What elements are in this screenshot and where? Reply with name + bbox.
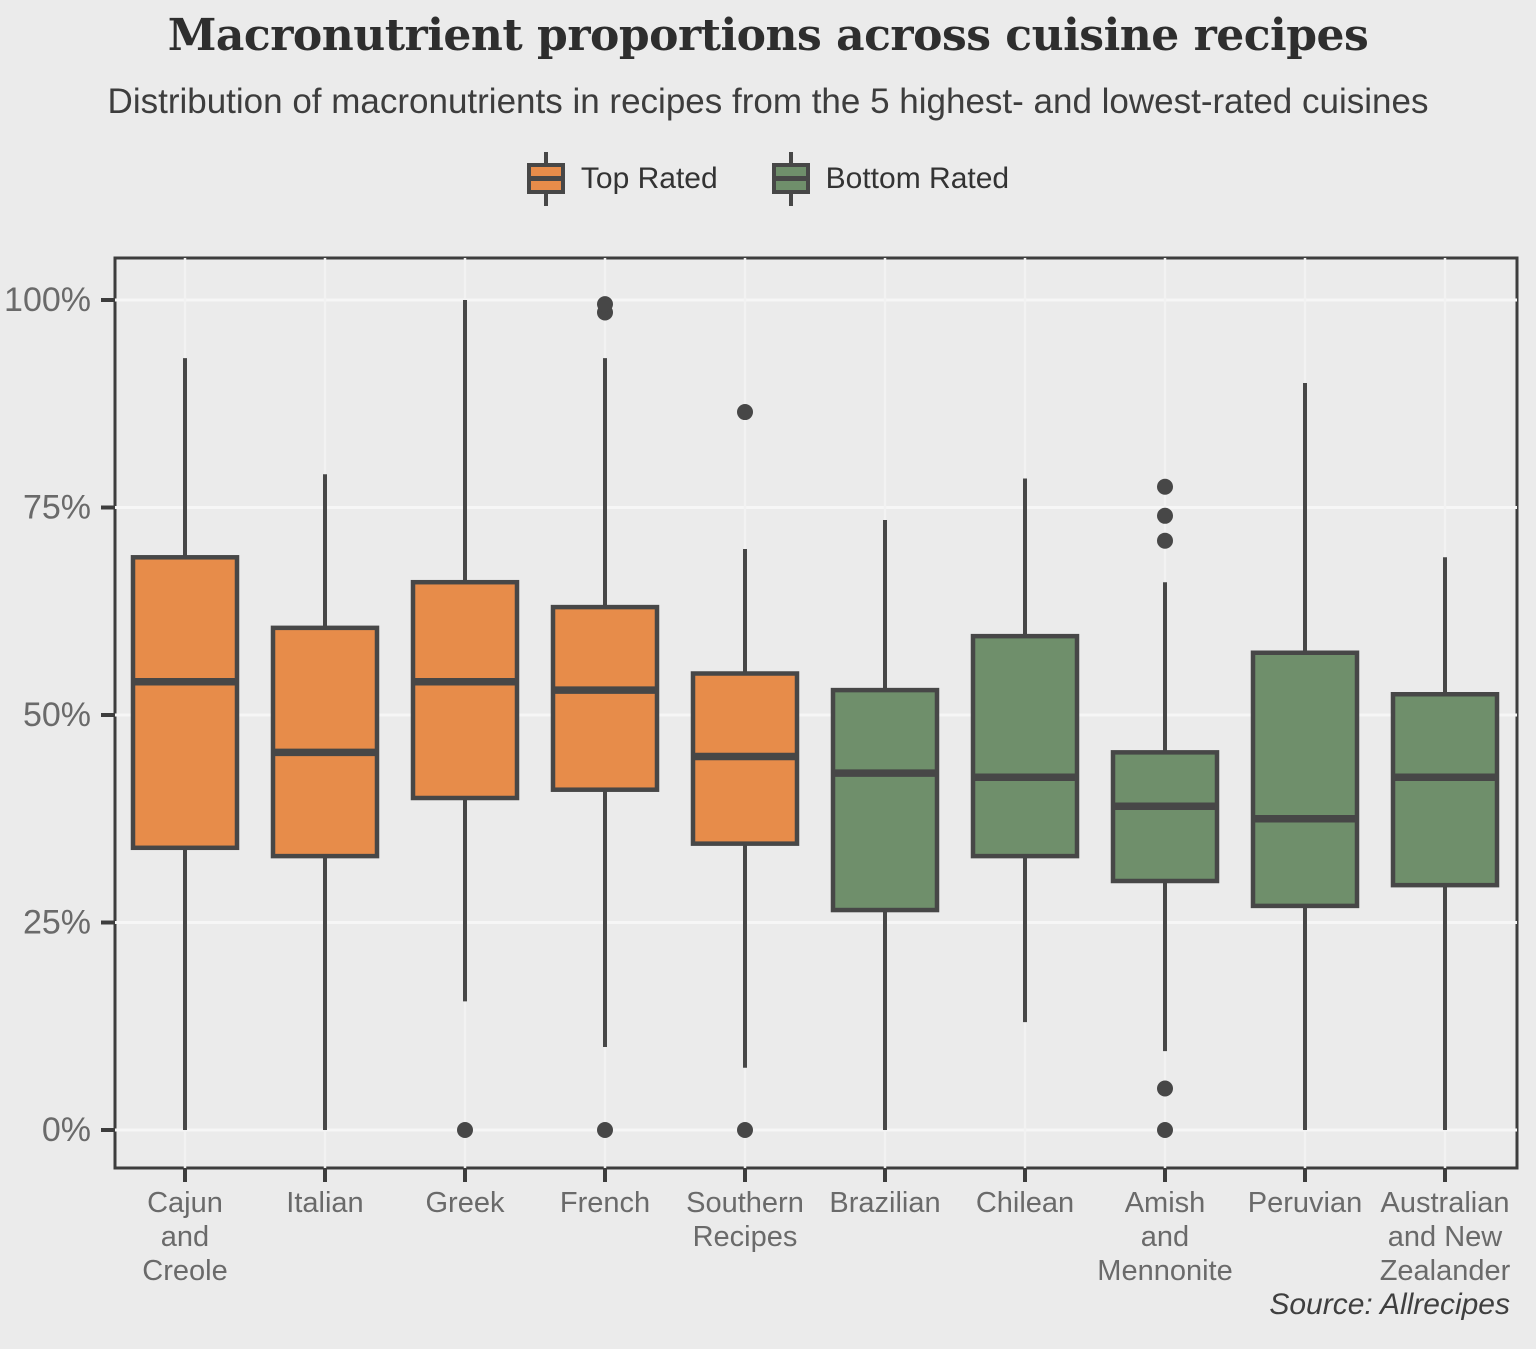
boxplot-canvas: 0% 25% 50% 75% 100% Cajun and Creole Italian Gree… xyxy=(4,256,1519,1287)
source-caption: Source: Allrecipes xyxy=(1269,1288,1510,1321)
outlier-point xyxy=(1157,532,1173,549)
iqr-box xyxy=(1110,750,1220,884)
chart-subtitle: Distribution of macronutrients in recipe… xyxy=(107,82,1429,121)
x-category-label: Greek xyxy=(426,1187,505,1219)
x-category-label: Southern Recipes xyxy=(686,1187,804,1253)
iqr-box xyxy=(270,625,380,859)
outlier-point xyxy=(1157,478,1173,495)
outlier-point xyxy=(1157,1080,1173,1097)
chart-title: Macronutrient proportions across cuisine… xyxy=(167,10,1369,61)
boxplot-glyph-icon xyxy=(771,152,810,206)
box-southern-recipes xyxy=(690,404,800,1138)
outlier-point xyxy=(457,1122,473,1138)
outlier-point xyxy=(597,296,613,313)
y-tick-label: 0% xyxy=(42,1111,91,1149)
x-category-label: Brazilian xyxy=(829,1187,940,1219)
outlier-point xyxy=(737,404,753,421)
iqr-box xyxy=(410,579,520,801)
iqr-box xyxy=(970,633,1080,859)
box-greek xyxy=(410,300,520,1138)
iqr-box xyxy=(1390,692,1500,888)
outlier-point xyxy=(1157,1122,1173,1138)
x-category-label: Peruvian xyxy=(1248,1187,1362,1219)
x-category-label: Cajun and Creole xyxy=(142,1187,227,1287)
x-category-label: French xyxy=(560,1187,650,1219)
iqr-box xyxy=(1250,650,1360,909)
x-category-label: Italian xyxy=(286,1187,363,1219)
legend-label-top-rated: Top Rated xyxy=(580,162,718,195)
box-chilean xyxy=(970,478,1080,1023)
box-brazilian xyxy=(830,519,940,1130)
outlier-point xyxy=(737,1122,753,1138)
y-tick-label: 50% xyxy=(23,696,91,734)
legend: Top Rated Bottom Rated xyxy=(0,152,1536,206)
box-australian-and-new-zealander xyxy=(1390,557,1500,1130)
legend-item-top-rated: Top Rated xyxy=(526,152,718,206)
y-tick-label: 75% xyxy=(23,489,91,527)
x-category-label: Amish and Mennonite xyxy=(1097,1187,1232,1287)
iqr-box xyxy=(550,604,660,792)
boxplot-glyph-icon xyxy=(526,152,565,206)
chart-area: 0% 25% 50% 75% 100% Cajun and Creole Italian Gree… xyxy=(0,240,1536,1349)
legend-item-bottom-rated: Bottom Rated xyxy=(771,152,1010,206)
y-tick-label: 100% xyxy=(4,281,91,319)
iqr-box xyxy=(830,687,940,913)
outlier-point xyxy=(1157,507,1173,524)
box-peruvian xyxy=(1250,383,1360,1130)
box-amish-and-mennonite xyxy=(1110,478,1220,1138)
x-category-label: Australian and New Zealander xyxy=(1380,1187,1511,1287)
outlier-point xyxy=(597,1122,613,1138)
iqr-box xyxy=(130,555,240,851)
y-tick-label: 25% xyxy=(23,904,91,942)
box-french xyxy=(550,296,660,1138)
box-italian xyxy=(270,474,380,1130)
x-category-label: Chilean xyxy=(976,1187,1074,1219)
legend-label-bottom-rated: Bottom Rated xyxy=(825,162,1010,195)
box-cajun-and-creole xyxy=(130,358,240,1130)
